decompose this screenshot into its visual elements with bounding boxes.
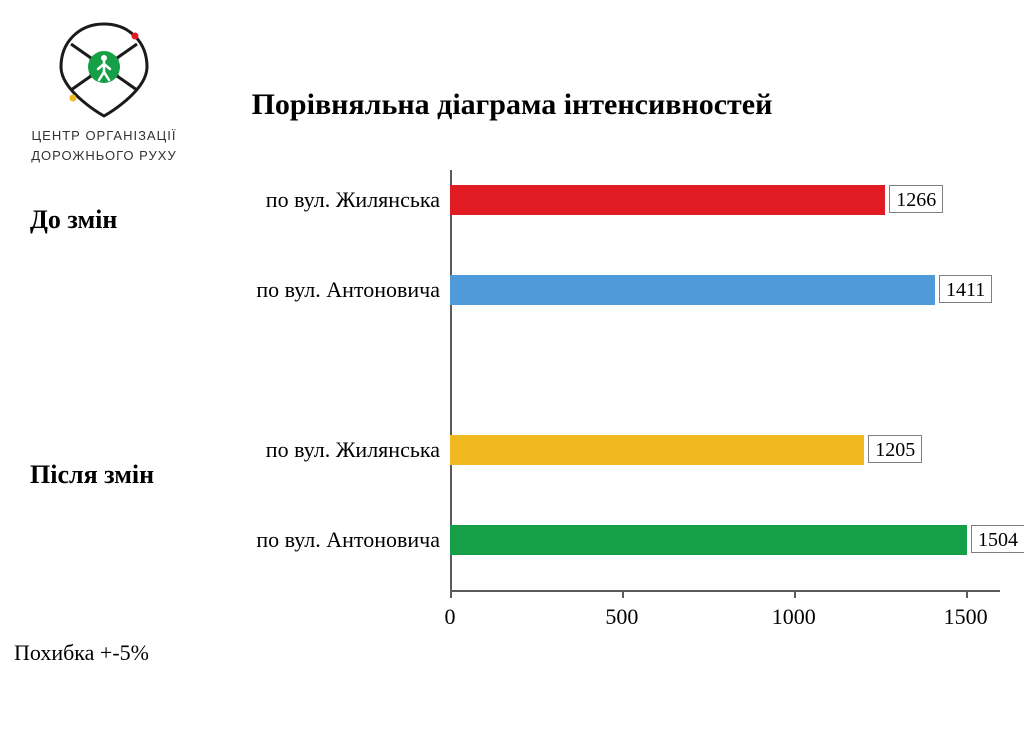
group-label-1: Після змін — [30, 460, 154, 490]
bar-label: по вул. Антоновича — [180, 527, 440, 553]
x-tick-label: 0 — [445, 604, 456, 630]
footnote: Похибка +-5% — [14, 640, 149, 666]
logo-text-line2: ДОРОЖНЬОГО РУХУ — [14, 148, 194, 164]
chart-title: Порівняльна діаграма інтенсивностей — [0, 88, 1024, 122]
bar-label: по вул. Антоновича — [180, 277, 440, 303]
bar-row: по вул. Жилянська1266 — [450, 185, 1000, 215]
bar — [450, 275, 935, 305]
x-tick-label: 500 — [605, 604, 638, 630]
bar — [450, 525, 967, 555]
bar-value: 1205 — [868, 435, 922, 463]
bar-row: по вул. Антоновича1504 — [450, 525, 1000, 555]
bar-value: 1411 — [939, 275, 992, 303]
x-tick — [622, 590, 624, 598]
x-tick-label: 1500 — [944, 604, 988, 630]
bar-label: по вул. Жилянська — [180, 187, 440, 213]
chart-plot-area: 050010001500по вул. Жилянська1266по вул.… — [450, 170, 1000, 590]
x-tick — [450, 590, 452, 598]
x-tick — [966, 590, 968, 598]
group-label-0: До змін — [30, 205, 117, 235]
bar — [450, 185, 885, 215]
bar-row: по вул. Антоновича1411 — [450, 275, 1000, 305]
x-axis — [450, 590, 1000, 592]
x-tick-label: 1000 — [772, 604, 816, 630]
bar-row: по вул. Жилянська1205 — [450, 435, 1000, 465]
bar-label: по вул. Жилянська — [180, 437, 440, 463]
bar-value: 1266 — [889, 185, 943, 213]
logo-text-line1: ЦЕНТР ОРГАНІЗАЦІЇ — [14, 128, 194, 144]
bar — [450, 435, 864, 465]
x-tick — [794, 590, 796, 598]
bar-value: 1504 — [971, 525, 1024, 553]
